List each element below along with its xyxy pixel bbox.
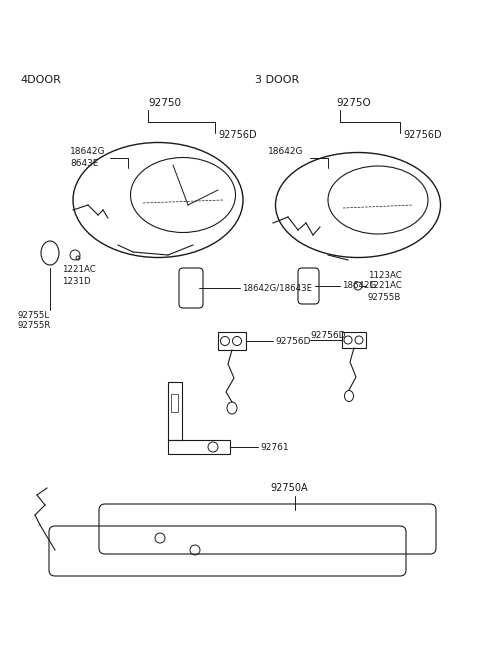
Text: 1221AC: 1221AC (62, 265, 96, 275)
Text: 92761: 92761 (260, 443, 288, 451)
Text: 8643E: 8643E (70, 158, 98, 168)
Text: 18642G: 18642G (342, 281, 376, 290)
Text: 3 DOOR: 3 DOOR (255, 75, 299, 85)
Text: 9275O: 9275O (336, 98, 371, 108)
Bar (168, 440, 230, 454)
Text: 92756D: 92756D (218, 130, 257, 140)
Text: 1221AC: 1221AC (368, 281, 402, 290)
Text: 18642G/18643E: 18642G/18643E (242, 284, 312, 292)
Text: 1231D: 1231D (62, 277, 91, 286)
Bar (342, 332, 366, 348)
Text: 92756D: 92756D (310, 332, 346, 340)
Bar (218, 332, 246, 350)
Text: 92755L: 92755L (18, 311, 50, 319)
Text: 18642G: 18642G (70, 148, 106, 156)
Text: 1123AC: 1123AC (368, 271, 402, 279)
Text: 92750: 92750 (148, 98, 181, 108)
Text: 92756D: 92756D (403, 130, 442, 140)
Bar (171, 394, 178, 412)
Bar (168, 382, 182, 440)
Text: 92756D: 92756D (275, 336, 311, 346)
Text: 92755R: 92755R (18, 321, 51, 330)
Text: 92755B: 92755B (368, 292, 401, 302)
Text: 92750A: 92750A (270, 483, 308, 493)
Text: 4DOOR: 4DOOR (20, 75, 61, 85)
Text: 18642G: 18642G (268, 148, 303, 156)
